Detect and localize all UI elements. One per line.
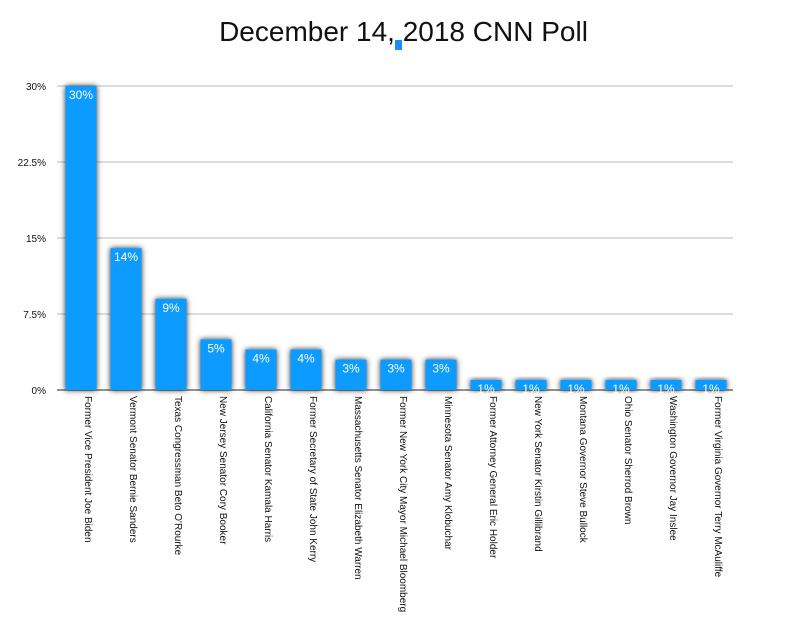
bar (650, 379, 682, 390)
bar (335, 359, 367, 390)
x-tick-label: Texas Congressman Beto O'Rourke (172, 396, 183, 556)
data-label: 1% (657, 382, 675, 396)
bar (695, 379, 727, 390)
bar (560, 379, 592, 390)
data-label: 1% (612, 382, 630, 396)
data-label: 1% (477, 382, 495, 396)
x-tick-label: Minnesota Senator Amy Klobuchar (442, 396, 453, 551)
bar (245, 349, 277, 390)
x-tick-label: Montana Governor Steve Bullock (577, 396, 588, 544)
data-label: 9% (162, 301, 180, 315)
y-tick-label: 22.5% (18, 158, 46, 169)
bar (515, 379, 547, 390)
x-tick-label: Former Attorney General Eric Holder (487, 396, 498, 559)
bar (65, 86, 97, 390)
bar (200, 339, 232, 390)
data-label: 3% (342, 362, 360, 376)
x-tick-label: New York Senator Kirstin Gillibrand (532, 396, 543, 552)
bar (290, 349, 322, 390)
x-tick-label: Massachusetts Senator Elizabeth Warren (352, 396, 363, 580)
y-tick-label: 15% (26, 234, 46, 245)
x-tick-label: Former Vice President Joe Biden (82, 396, 93, 543)
title-marker (395, 40, 402, 50)
data-label: 3% (432, 362, 450, 376)
bar (110, 248, 142, 390)
x-tick-label: Former Virginia Governor Terry McAuliffe (712, 396, 723, 578)
data-label: 14% (114, 250, 138, 264)
bar (470, 379, 502, 390)
data-label: 4% (252, 351, 270, 365)
x-tick-label: Former New York City Mayor Michael Bloom… (397, 396, 408, 612)
x-tick-label: California Senator Kamala Harris (262, 396, 273, 542)
x-tick-label: New Jersey Senator Cory Booker (217, 396, 228, 545)
x-tick-label: Former Secretary of State John Kerry (307, 396, 318, 562)
data-label: 1% (522, 382, 540, 396)
bars (65, 86, 727, 390)
bar (425, 359, 457, 390)
data-label: 3% (387, 362, 405, 376)
bar (605, 379, 637, 390)
x-tick-label: Ohio Senator Sherrod Brown (622, 396, 633, 524)
data-label: 5% (207, 341, 225, 355)
y-tick-label: 7.5% (23, 310, 46, 321)
data-label: 1% (567, 382, 585, 396)
x-tick-label: Vermont Senator Bernie Sanders (127, 396, 138, 543)
data-label: 4% (297, 351, 315, 365)
data-labels: 30% 14% 9% 5% 4% 4% 3% 3% 3% 1% 1% 1% 1% 1% 1% (69, 88, 720, 396)
y-tick-label: 0% (32, 386, 47, 397)
y-tick-label: 30% (26, 82, 46, 93)
data-label: 1% (702, 382, 720, 396)
chart-title: December 14, 2018 CNN Poll (219, 16, 588, 47)
bar (380, 359, 412, 390)
y-axis-ticks: 0% 7.5% 15% 22.5% 30% (18, 82, 46, 397)
x-axis-ticks: Former Vice President Joe Biden Vermont S… (82, 396, 723, 612)
x-tick-label: Washington Governor Jay Inslee (667, 396, 678, 541)
data-label: 30% (69, 88, 93, 102)
bar (155, 298, 187, 390)
